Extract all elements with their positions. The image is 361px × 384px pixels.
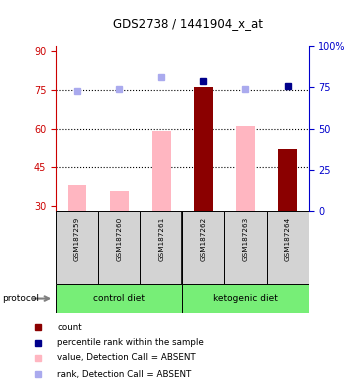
Text: ketogenic diet: ketogenic diet	[213, 294, 278, 303]
Text: GSM187264: GSM187264	[284, 217, 291, 261]
Text: GSM187262: GSM187262	[200, 217, 206, 261]
Bar	[68, 185, 87, 211]
Text: protocol: protocol	[2, 294, 39, 303]
Bar	[225, 211, 266, 284]
Text: control diet: control diet	[93, 294, 145, 303]
Text: GSM187260: GSM187260	[116, 217, 122, 261]
Bar	[56, 211, 98, 284]
Bar	[278, 149, 297, 211]
Bar	[266, 211, 309, 284]
Bar	[110, 190, 129, 211]
Bar	[182, 284, 309, 313]
Text: GDS2738 / 1441904_x_at: GDS2738 / 1441904_x_at	[113, 17, 263, 30]
Text: GSM187259: GSM187259	[74, 217, 80, 261]
Bar	[98, 211, 140, 284]
Bar	[152, 131, 171, 211]
Bar	[182, 211, 225, 284]
Text: GSM187261: GSM187261	[158, 217, 164, 261]
Text: count: count	[57, 323, 82, 332]
Text: percentile rank within the sample: percentile rank within the sample	[57, 338, 204, 347]
Bar	[56, 284, 182, 313]
Bar	[194, 88, 213, 211]
Bar	[236, 126, 255, 211]
Text: value, Detection Call = ABSENT: value, Detection Call = ABSENT	[57, 353, 196, 362]
Bar	[140, 211, 182, 284]
Text: rank, Detection Call = ABSENT: rank, Detection Call = ABSENT	[57, 370, 192, 379]
Text: GSM187263: GSM187263	[243, 217, 248, 261]
